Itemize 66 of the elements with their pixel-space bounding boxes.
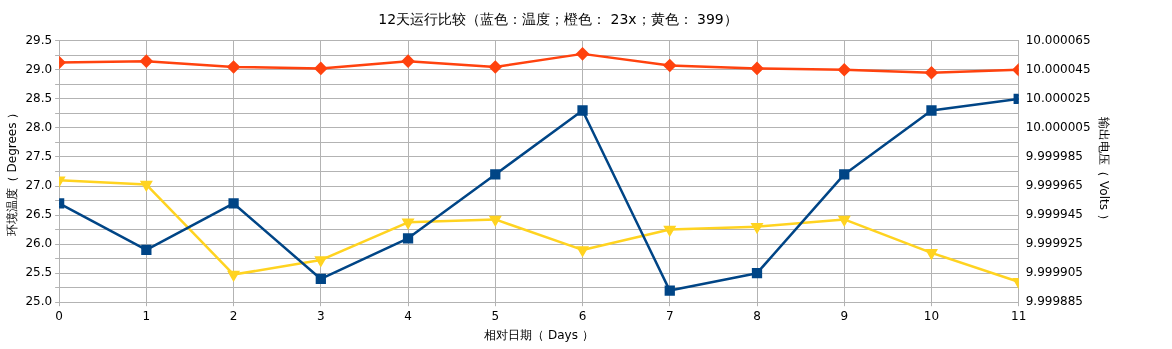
point — [750, 62, 764, 75]
y-tick-label: 27.0 — [25, 178, 53, 193]
y2-tick-label: 10.000065 — [1025, 32, 1091, 47]
point — [228, 270, 240, 281]
x-tick-label: 10 — [923, 308, 940, 323]
y2-tick-label: 10.000025 — [1025, 91, 1091, 106]
y2-tick-label: 9.999925 — [1025, 236, 1083, 251]
point — [140, 54, 153, 68]
point — [315, 256, 327, 267]
x-axis-title: 相对日期（ Days ） — [484, 327, 594, 342]
y-tick-label: 29.5 — [25, 32, 53, 47]
x-tick-label: 11 — [1011, 308, 1027, 323]
point — [489, 215, 501, 226]
x-tick-label: 4 — [404, 308, 412, 323]
point — [490, 169, 501, 180]
point — [664, 285, 675, 296]
y2-tick-label: 10.000005 — [1025, 120, 1091, 135]
x-tick-label: 6 — [578, 308, 587, 323]
point — [227, 60, 240, 74]
point — [837, 63, 851, 77]
y2-tick-label: 9.999905 — [1025, 265, 1083, 280]
y-tick-label: 28.0 — [25, 120, 53, 135]
y2-tick-label: 9.999985 — [1025, 149, 1083, 164]
point — [314, 62, 328, 75]
y-axis-title: 环境温度（ Degrees ） — [5, 106, 20, 237]
y-tick-label: 27.5 — [25, 149, 53, 164]
x-tick-label: 0 — [55, 308, 63, 323]
point — [141, 244, 152, 256]
point — [751, 222, 763, 233]
x-tick-label: 8 — [753, 308, 761, 323]
y2-tick-label: 9.999945 — [1025, 207, 1083, 222]
chart-title: 12天运行比较（蓝色：温度；橙色： 23x；黄色： 399） — [378, 11, 738, 28]
point — [315, 273, 326, 285]
x-tick-label: 5 — [491, 308, 500, 323]
point — [664, 225, 676, 236]
y2-axis-title: 输出电压（ Volts ） — [1096, 117, 1111, 226]
point — [839, 169, 850, 180]
x-tick-label: 1 — [142, 308, 151, 323]
point — [228, 198, 239, 209]
point — [925, 249, 938, 260]
y2-tick-label: 10.000045 — [1025, 61, 1091, 76]
point — [663, 59, 677, 72]
point — [140, 180, 152, 191]
y-tick-label: 29.0 — [25, 61, 53, 76]
y-tick-label: 26.0 — [25, 236, 53, 251]
x-tick-label: 2 — [229, 308, 238, 323]
x-tick-label: 9 — [840, 308, 849, 323]
y-tick-label: 25.0 — [25, 294, 53, 309]
point — [838, 215, 850, 226]
point — [489, 60, 502, 74]
point — [576, 246, 589, 257]
point — [751, 268, 763, 279]
y-tick-label: 26.5 — [25, 207, 53, 222]
point — [576, 47, 589, 61]
point — [401, 54, 415, 68]
x-tick-label: 7 — [665, 308, 674, 323]
y2-tick-label: 9.999965 — [1025, 178, 1083, 193]
point — [402, 233, 414, 244]
point — [926, 105, 937, 116]
point — [577, 105, 588, 116]
point — [925, 66, 938, 79]
point — [402, 218, 414, 229]
y-tick-label: 25.5 — [25, 265, 53, 280]
y-tick-label: 28.5 — [25, 91, 53, 106]
y2-tick-label: 9.999885 — [1025, 294, 1083, 309]
x-tick-label: 3 — [317, 308, 325, 323]
